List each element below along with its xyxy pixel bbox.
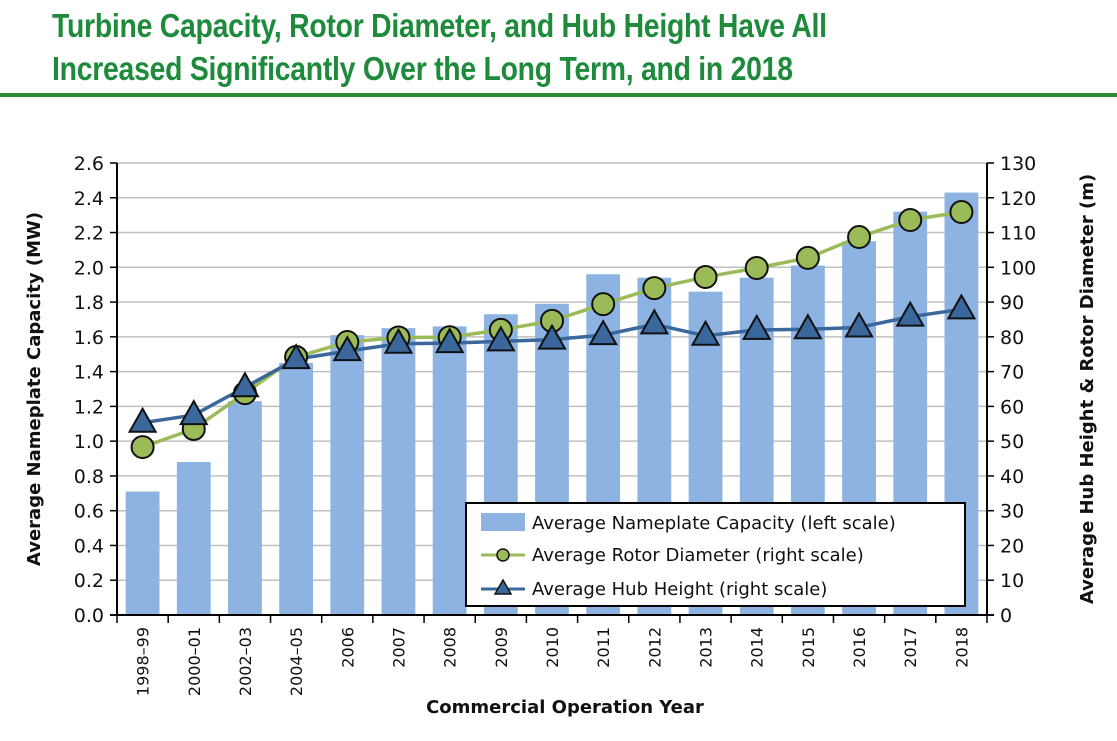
x-category-label: 2013 — [697, 627, 716, 668]
right-tick-label: 100 — [1000, 257, 1036, 279]
right-tick-label: 130 — [1000, 153, 1036, 175]
chart-title-line-2: Increased Significantly Over the Long Te… — [52, 50, 793, 87]
left-tick-label: 1.8 — [74, 292, 104, 314]
hub-height-point — [127, 406, 158, 433]
hub-height-point — [946, 293, 977, 320]
chart-title: Turbine Capacity, Rotor Diameter, and Hu… — [52, 4, 827, 90]
x-axis-title: Commercial Operation Year — [426, 697, 704, 718]
legend-hub-triangle-icon — [493, 578, 513, 595]
left-tick-label: 2.2 — [74, 223, 104, 245]
hub-height-point — [434, 327, 465, 354]
x-category-label: 2004–05 — [287, 627, 306, 696]
hub-height-point — [383, 327, 414, 354]
x-category-label: 2018 — [952, 627, 971, 668]
right-tick-label: 20 — [1000, 535, 1024, 557]
hub-height-point — [537, 323, 567, 350]
right-tick-label: 120 — [1000, 188, 1036, 210]
right-tick-label: 80 — [1000, 327, 1024, 349]
title-divider — [0, 93, 1117, 97]
right-tick-label: 60 — [1000, 396, 1024, 418]
right-tick-label: 40 — [1000, 466, 1024, 488]
capacity-bar — [125, 491, 160, 615]
rotor-diameter-point — [591, 292, 616, 317]
hub-height-point — [230, 371, 260, 398]
legend: Average Nameplate Capacity (left scale) … — [465, 502, 966, 607]
left-tick-label: 1.4 — [74, 362, 104, 384]
legend-box — [465, 502, 966, 607]
legend-label-capacity: Average Nameplate Capacity (left scale) — [532, 513, 896, 534]
hub-height-point — [639, 308, 670, 335]
x-category-label: 2014 — [748, 627, 767, 668]
left-tick-label: 2.6 — [74, 153, 104, 175]
rotor-diameter-point — [949, 200, 974, 225]
hub-height-point — [741, 313, 772, 340]
rotor-diameter-point — [795, 245, 820, 270]
left-tick-label: 0.4 — [74, 535, 104, 557]
left-axis-ticks: 0.0 0.2 0.4 0.6 0.8 1.0 1.2 1.4 1.6 1.8 2.0 2.2 2.4 2… — [74, 153, 117, 627]
capacity-bar — [176, 462, 211, 615]
right-tick-label: 30 — [1000, 501, 1024, 523]
rotor-diameter-point — [847, 225, 872, 250]
right-axis-ticks: 0 10 20 30 40 50 60 70 80 90 100 110 120 130 — [987, 153, 1036, 627]
x-category-label: 2006 — [338, 627, 357, 668]
right-tick-label: 10 — [1000, 570, 1024, 592]
hub-height-point — [179, 399, 209, 426]
left-tick-label: 2.4 — [74, 188, 104, 210]
capacity-bar — [432, 326, 467, 615]
capacity-bar — [279, 362, 314, 615]
x-category-label: 2016 — [850, 627, 869, 668]
left-tick-label: 1.0 — [74, 431, 104, 453]
x-category-label: 2012 — [645, 627, 664, 668]
hub-height-point — [844, 311, 874, 338]
left-tick-label: 1.2 — [74, 396, 104, 418]
x-category-label: 1998–99 — [134, 627, 153, 696]
y-axis-title: Average Nameplate Capacity (MW) — [24, 212, 45, 566]
capacity-bar — [381, 328, 416, 615]
rotor-diameter-point — [898, 208, 923, 233]
hub-height-point — [281, 343, 311, 370]
left-tick-label: 2.0 — [74, 257, 104, 279]
x-axis-categories: 1998–99 2000–01 2002–03 2004–05 2006 2007 2008… — [134, 627, 972, 696]
capacity-bar — [330, 335, 365, 615]
left-tick-label: 0.2 — [74, 570, 104, 592]
legend-swatch-capacity — [481, 513, 525, 531]
left-tick-label: 0.6 — [74, 501, 104, 523]
hub-height-point — [486, 325, 516, 352]
x-category-label: 2009 — [492, 627, 511, 668]
right-tick-label: 0 — [1000, 605, 1012, 627]
legend-label-rotor: Average Rotor Diameter (right scale) — [532, 545, 864, 566]
capacity-bar — [228, 401, 262, 615]
x-category-label: 2000–01 — [185, 627, 204, 696]
rotor-diameter-point — [130, 435, 155, 460]
right-tick-label: 110 — [1000, 223, 1036, 245]
x-category-label: 2011 — [594, 627, 613, 668]
y2-axis-title: Average Hub Height & Rotor Diameter (m) — [1077, 174, 1098, 604]
hub-height-point — [332, 335, 363, 362]
hub-height-point — [895, 300, 925, 327]
hub-height-point — [793, 313, 823, 340]
right-tick-label: 90 — [1000, 292, 1024, 314]
x-category-label: 2017 — [901, 627, 920, 668]
x-category-label: 2008 — [441, 627, 460, 668]
x-category-label: 2007 — [389, 627, 408, 668]
right-tick-label: 70 — [1000, 362, 1024, 384]
left-tick-label: 0.8 — [74, 466, 104, 488]
rotor-diameter-point — [744, 256, 769, 281]
x-category-label: 2002–03 — [236, 627, 255, 696]
right-tick-label: 50 — [1000, 431, 1024, 453]
chart-title-line-1: Turbine Capacity, Rotor Diameter, and Hu… — [52, 7, 827, 44]
series-lines — [127, 200, 977, 460]
hub-height-point — [588, 319, 618, 346]
x-category-label: 2015 — [799, 627, 818, 668]
legend-label-hub: Average Hub Height (right scale) — [532, 579, 827, 600]
legend-rotor-circle-icon — [496, 548, 510, 562]
left-tick-label: 1.6 — [74, 327, 104, 349]
rotor-diameter-point — [693, 265, 718, 290]
x-category-label: 2010 — [543, 627, 562, 668]
rotor-diameter-point — [642, 276, 667, 301]
axes — [110, 163, 994, 623]
left-tick-label: 0.0 — [74, 605, 104, 627]
hub-height-point — [690, 319, 721, 346]
